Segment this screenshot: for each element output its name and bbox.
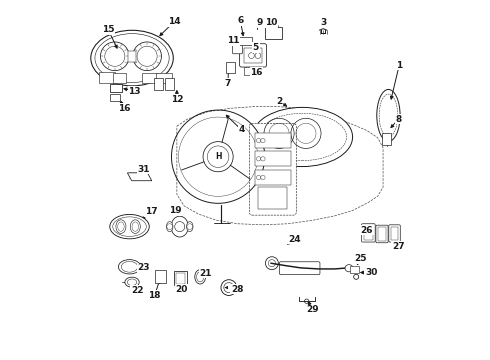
Ellipse shape: [345, 265, 353, 272]
Ellipse shape: [196, 272, 204, 282]
FancyBboxPatch shape: [376, 225, 388, 243]
Text: 1: 1: [396, 61, 402, 70]
Text: 24: 24: [288, 235, 301, 244]
FancyBboxPatch shape: [99, 72, 115, 83]
Ellipse shape: [377, 89, 400, 141]
Text: 16: 16: [250, 68, 263, 77]
Ellipse shape: [116, 220, 126, 233]
FancyBboxPatch shape: [279, 262, 320, 275]
FancyBboxPatch shape: [110, 84, 122, 92]
Text: 11: 11: [227, 36, 240, 45]
FancyBboxPatch shape: [389, 225, 400, 242]
Ellipse shape: [125, 277, 139, 287]
Text: 20: 20: [175, 285, 188, 294]
Text: 28: 28: [231, 284, 244, 293]
FancyBboxPatch shape: [165, 78, 174, 90]
Ellipse shape: [127, 279, 137, 285]
FancyBboxPatch shape: [244, 67, 253, 75]
Ellipse shape: [187, 222, 193, 231]
Ellipse shape: [118, 222, 124, 231]
Ellipse shape: [119, 260, 141, 274]
FancyBboxPatch shape: [244, 48, 262, 63]
FancyBboxPatch shape: [364, 226, 373, 240]
Text: 10: 10: [265, 18, 277, 27]
FancyBboxPatch shape: [128, 51, 136, 62]
FancyBboxPatch shape: [255, 133, 291, 148]
Ellipse shape: [132, 222, 139, 231]
Text: 30: 30: [365, 268, 377, 277]
FancyBboxPatch shape: [350, 266, 359, 273]
Text: 21: 21: [199, 269, 212, 278]
FancyBboxPatch shape: [362, 224, 375, 242]
FancyBboxPatch shape: [156, 73, 172, 83]
FancyBboxPatch shape: [110, 94, 120, 101]
FancyBboxPatch shape: [113, 73, 125, 83]
Ellipse shape: [258, 113, 346, 161]
Text: 29: 29: [306, 305, 318, 314]
Text: 22: 22: [131, 285, 144, 294]
Text: 31: 31: [138, 165, 150, 174]
Text: 17: 17: [145, 207, 157, 216]
Ellipse shape: [130, 220, 140, 233]
FancyBboxPatch shape: [391, 227, 398, 240]
Text: 12: 12: [171, 95, 183, 104]
Ellipse shape: [122, 261, 138, 272]
Ellipse shape: [113, 217, 147, 237]
Ellipse shape: [167, 222, 173, 231]
Text: 7: 7: [224, 79, 231, 88]
Text: 16: 16: [118, 104, 130, 113]
Text: 3: 3: [320, 18, 326, 27]
FancyBboxPatch shape: [249, 123, 296, 215]
FancyBboxPatch shape: [154, 78, 163, 90]
Text: 2: 2: [276, 96, 282, 105]
FancyBboxPatch shape: [240, 44, 267, 67]
Ellipse shape: [95, 33, 169, 82]
Text: 23: 23: [138, 264, 150, 273]
Text: 14: 14: [168, 17, 181, 26]
FancyBboxPatch shape: [176, 273, 185, 284]
Text: 4: 4: [238, 125, 245, 134]
Text: 25: 25: [354, 255, 367, 264]
Text: 26: 26: [361, 226, 373, 235]
Text: 8: 8: [395, 114, 402, 123]
FancyBboxPatch shape: [378, 227, 386, 240]
Ellipse shape: [171, 216, 188, 237]
FancyBboxPatch shape: [225, 62, 235, 73]
Text: 15: 15: [102, 25, 114, 34]
FancyBboxPatch shape: [239, 37, 252, 45]
Ellipse shape: [195, 270, 205, 284]
Polygon shape: [127, 173, 152, 181]
FancyBboxPatch shape: [255, 151, 291, 166]
FancyBboxPatch shape: [258, 187, 287, 209]
Text: 19: 19: [169, 206, 181, 215]
Text: 9: 9: [256, 18, 263, 27]
Ellipse shape: [91, 30, 173, 86]
Ellipse shape: [252, 107, 353, 167]
FancyBboxPatch shape: [155, 270, 166, 283]
FancyBboxPatch shape: [232, 41, 243, 54]
Text: 6: 6: [237, 16, 244, 25]
FancyBboxPatch shape: [382, 133, 391, 145]
Ellipse shape: [379, 94, 398, 137]
Text: 18: 18: [148, 291, 161, 300]
FancyBboxPatch shape: [142, 73, 158, 83]
FancyBboxPatch shape: [255, 170, 291, 185]
FancyBboxPatch shape: [265, 27, 282, 39]
Text: 27: 27: [392, 242, 404, 251]
Text: 13: 13: [128, 86, 141, 95]
Text: H: H: [215, 152, 221, 161]
Ellipse shape: [110, 215, 149, 239]
FancyBboxPatch shape: [174, 271, 187, 285]
Text: 5: 5: [253, 43, 259, 52]
